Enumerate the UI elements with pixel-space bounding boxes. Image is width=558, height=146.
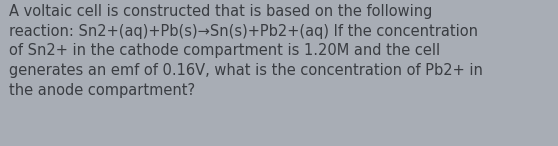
Text: A voltaic cell is constructed that is based on the following
reaction: Sn2+(aq)+: A voltaic cell is constructed that is ba… (9, 4, 483, 98)
